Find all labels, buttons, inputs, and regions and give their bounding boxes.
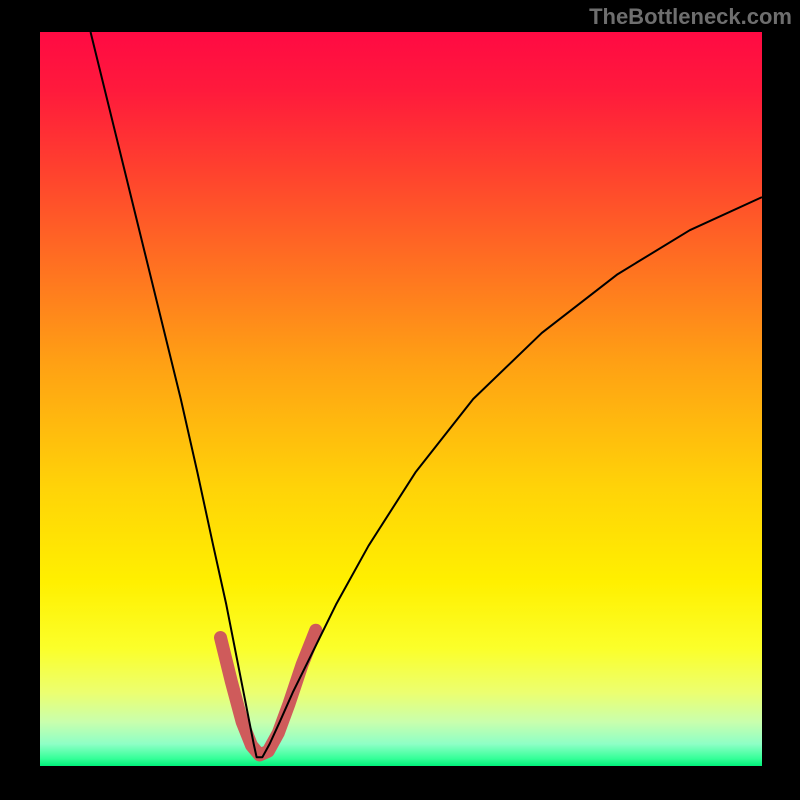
bottleneck-chart xyxy=(0,0,800,800)
watermark-text: TheBottleneck.com xyxy=(589,4,792,30)
chart-container: TheBottleneck.com xyxy=(0,0,800,800)
plot-background xyxy=(40,32,762,766)
